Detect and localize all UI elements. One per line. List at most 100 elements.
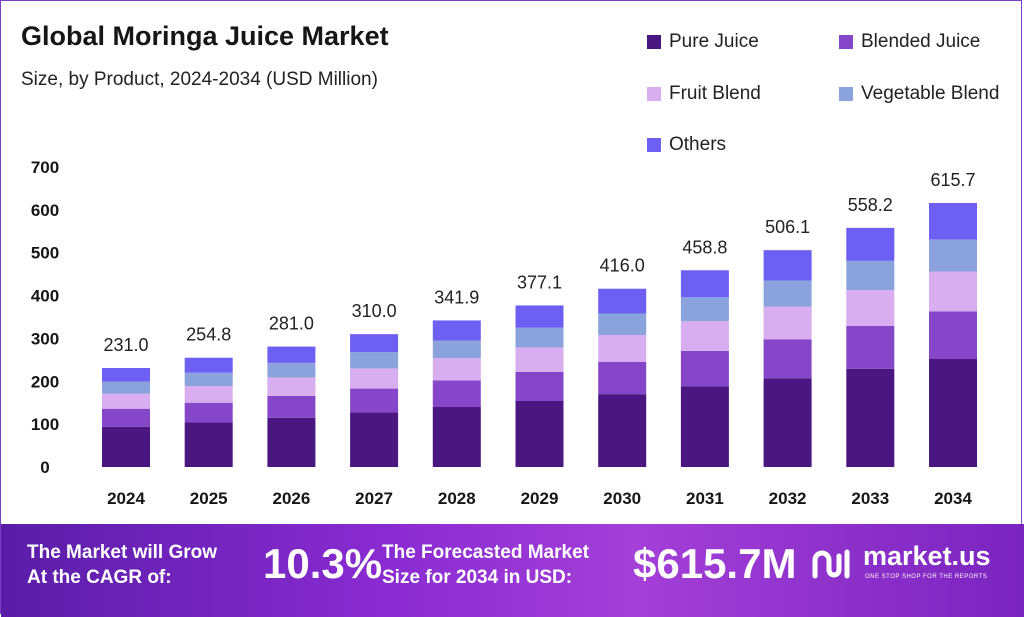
bar-segment-others	[184, 357, 233, 373]
bar-segment-others	[432, 320, 481, 341]
bar-segment-fruit-blend	[929, 271, 977, 312]
legend-label-others: Others	[669, 134, 727, 155]
cagr-label-line1: The Market will Grow	[27, 542, 218, 563]
bar-segment-vegetable-blend	[102, 381, 150, 394]
bar-segment-pure-juice	[929, 359, 977, 467]
bar-segment-fruit-blend	[515, 347, 564, 372]
x-tick-label: 2025	[190, 489, 228, 508]
bar-segment-others	[680, 270, 729, 298]
bar-segment-blended-juice	[515, 371, 564, 401]
legend-swatch-blended-juice	[839, 35, 853, 49]
bar-segment-pure-juice	[846, 368, 895, 467]
x-tick-label: 2024	[107, 489, 145, 508]
cagr-label-line2: At the CAGR of:	[27, 567, 172, 588]
bar-segment-others	[102, 368, 150, 382]
legend-item-others: Others	[647, 133, 726, 157]
bar-segment-blended-juice	[267, 395, 316, 418]
bar-segment-blended-juice	[432, 380, 481, 407]
bar-segment-others	[846, 227, 895, 261]
forecast-label-line2: Size for 2034 in USD:	[382, 567, 573, 588]
bar-segment-others	[267, 346, 316, 363]
bar-segment-blended-juice	[680, 350, 729, 387]
bar-segment-blended-juice	[598, 362, 647, 395]
chart-subtitle: Size, by Product, 2024-2034 (USD Million…	[21, 69, 378, 90]
market-us-logo-icon	[812, 549, 850, 579]
brand-name: market.us	[863, 541, 991, 571]
bar-total-label: 506.1	[765, 217, 810, 237]
legend-label-pure-juice: Pure Juice	[669, 31, 759, 52]
bar-total-label: 254.8	[186, 325, 231, 345]
x-tick-label: 2029	[521, 489, 559, 508]
x-tick-label: 2026	[272, 489, 310, 508]
x-tick-label: 2031	[686, 489, 724, 508]
bar-total-label: 341.9	[434, 287, 479, 307]
legend-swatch-others	[647, 138, 661, 152]
bar-total-label: 458.8	[682, 237, 727, 257]
bar-segment-fruit-blend	[846, 290, 895, 326]
bar-segment-others	[598, 288, 647, 314]
cagr-label: The Market will Grow At the CAGR of:	[27, 540, 217, 590]
bar-segment-vegetable-blend	[929, 239, 977, 272]
bar-segment-blended-juice	[184, 402, 233, 423]
bar-total-label: 231.0	[103, 335, 148, 355]
y-tick-label: 700	[31, 158, 59, 177]
y-tick-label: 100	[31, 415, 59, 434]
bar-segment-pure-juice	[102, 426, 150, 467]
bar-segment-pure-juice	[763, 378, 812, 467]
stacked-bar-chart: 0 100 200 300 400 500 600 700 231.0 2024 254.8 2025…	[31, 158, 977, 508]
x-tick-label: 2028	[438, 489, 476, 508]
bar-segment-vegetable-blend	[846, 260, 895, 290]
chart-title: Global Moringa Juice Market	[21, 21, 389, 51]
legend-item-fruit-blend: Fruit Blend	[647, 82, 761, 106]
legend-label-fruit-blend: Fruit Blend	[669, 83, 761, 104]
bar-total-label: 558.2	[848, 195, 893, 215]
bar-total-label: 281.0	[269, 314, 314, 334]
legend-label-vegetable-blend: Vegetable Blend	[861, 83, 1000, 104]
x-tick-label: 2033	[851, 489, 889, 508]
legend-item-pure-juice: Pure Juice	[647, 30, 759, 54]
bar-segment-vegetable-blend	[515, 327, 564, 348]
bar-segment-vegetable-blend	[184, 372, 233, 386]
forecast-label: The Forecasted Market Size for 2034 in U…	[382, 540, 589, 590]
bar-segment-fruit-blend	[184, 386, 233, 403]
brand-tagline: ONE STOP SHOP FOR THE REPORTS	[865, 574, 988, 580]
legend-item-blended-juice: Blended Juice	[839, 30, 980, 54]
bar-segment-fruit-blend	[432, 358, 481, 381]
y-tick-label: 600	[31, 201, 59, 220]
bar-segment-fruit-blend	[763, 306, 812, 340]
bar-segment-blended-juice	[846, 326, 895, 369]
bar-segment-vegetable-blend	[267, 362, 316, 378]
legend-swatch-vegetable-blend	[839, 87, 853, 101]
bar-segment-blended-juice	[102, 408, 150, 427]
bar-segment-others	[763, 250, 812, 281]
bar-segment-fruit-blend	[680, 321, 729, 351]
bar-segment-vegetable-blend	[763, 280, 812, 307]
legend-swatch-fruit-blend	[647, 87, 661, 101]
bar-total-label: 310.0	[352, 301, 397, 321]
x-tick-label: 2030	[603, 489, 641, 508]
y-tick-label: 300	[31, 329, 59, 348]
x-tick-label: 2027	[355, 489, 393, 508]
bar-total-label: 377.1	[517, 272, 562, 292]
bar-segment-pure-juice	[680, 386, 729, 467]
bar-segment-pure-juice	[515, 401, 564, 467]
bar-segment-blended-juice	[929, 311, 977, 359]
bar-segment-fruit-blend	[102, 393, 150, 409]
legend-item-vegetable-blend: Vegetable Blend	[839, 82, 999, 106]
bar-segment-pure-juice	[598, 394, 647, 467]
forecast-label-line1: The Forecasted Market	[382, 542, 589, 563]
legend-label-blended-juice: Blended Juice	[861, 31, 981, 52]
bar-segment-blended-juice	[763, 339, 812, 379]
bar-segment-others	[350, 334, 399, 353]
footer-banner: The Market will Grow At the CAGR of: 10.…	[1, 524, 1024, 617]
x-tick-label: 2032	[769, 489, 807, 508]
bar-segment-fruit-blend	[598, 335, 647, 362]
bar-segment-blended-juice	[350, 388, 399, 413]
cagr-value: 10.3%	[263, 540, 383, 587]
bar-segment-others	[929, 203, 977, 240]
bar-segment-pure-juice	[432, 407, 481, 467]
x-tick-label: 2034	[934, 489, 972, 508]
bar-segment-vegetable-blend	[680, 297, 729, 322]
bar-total-label: 615.7	[930, 170, 975, 190]
